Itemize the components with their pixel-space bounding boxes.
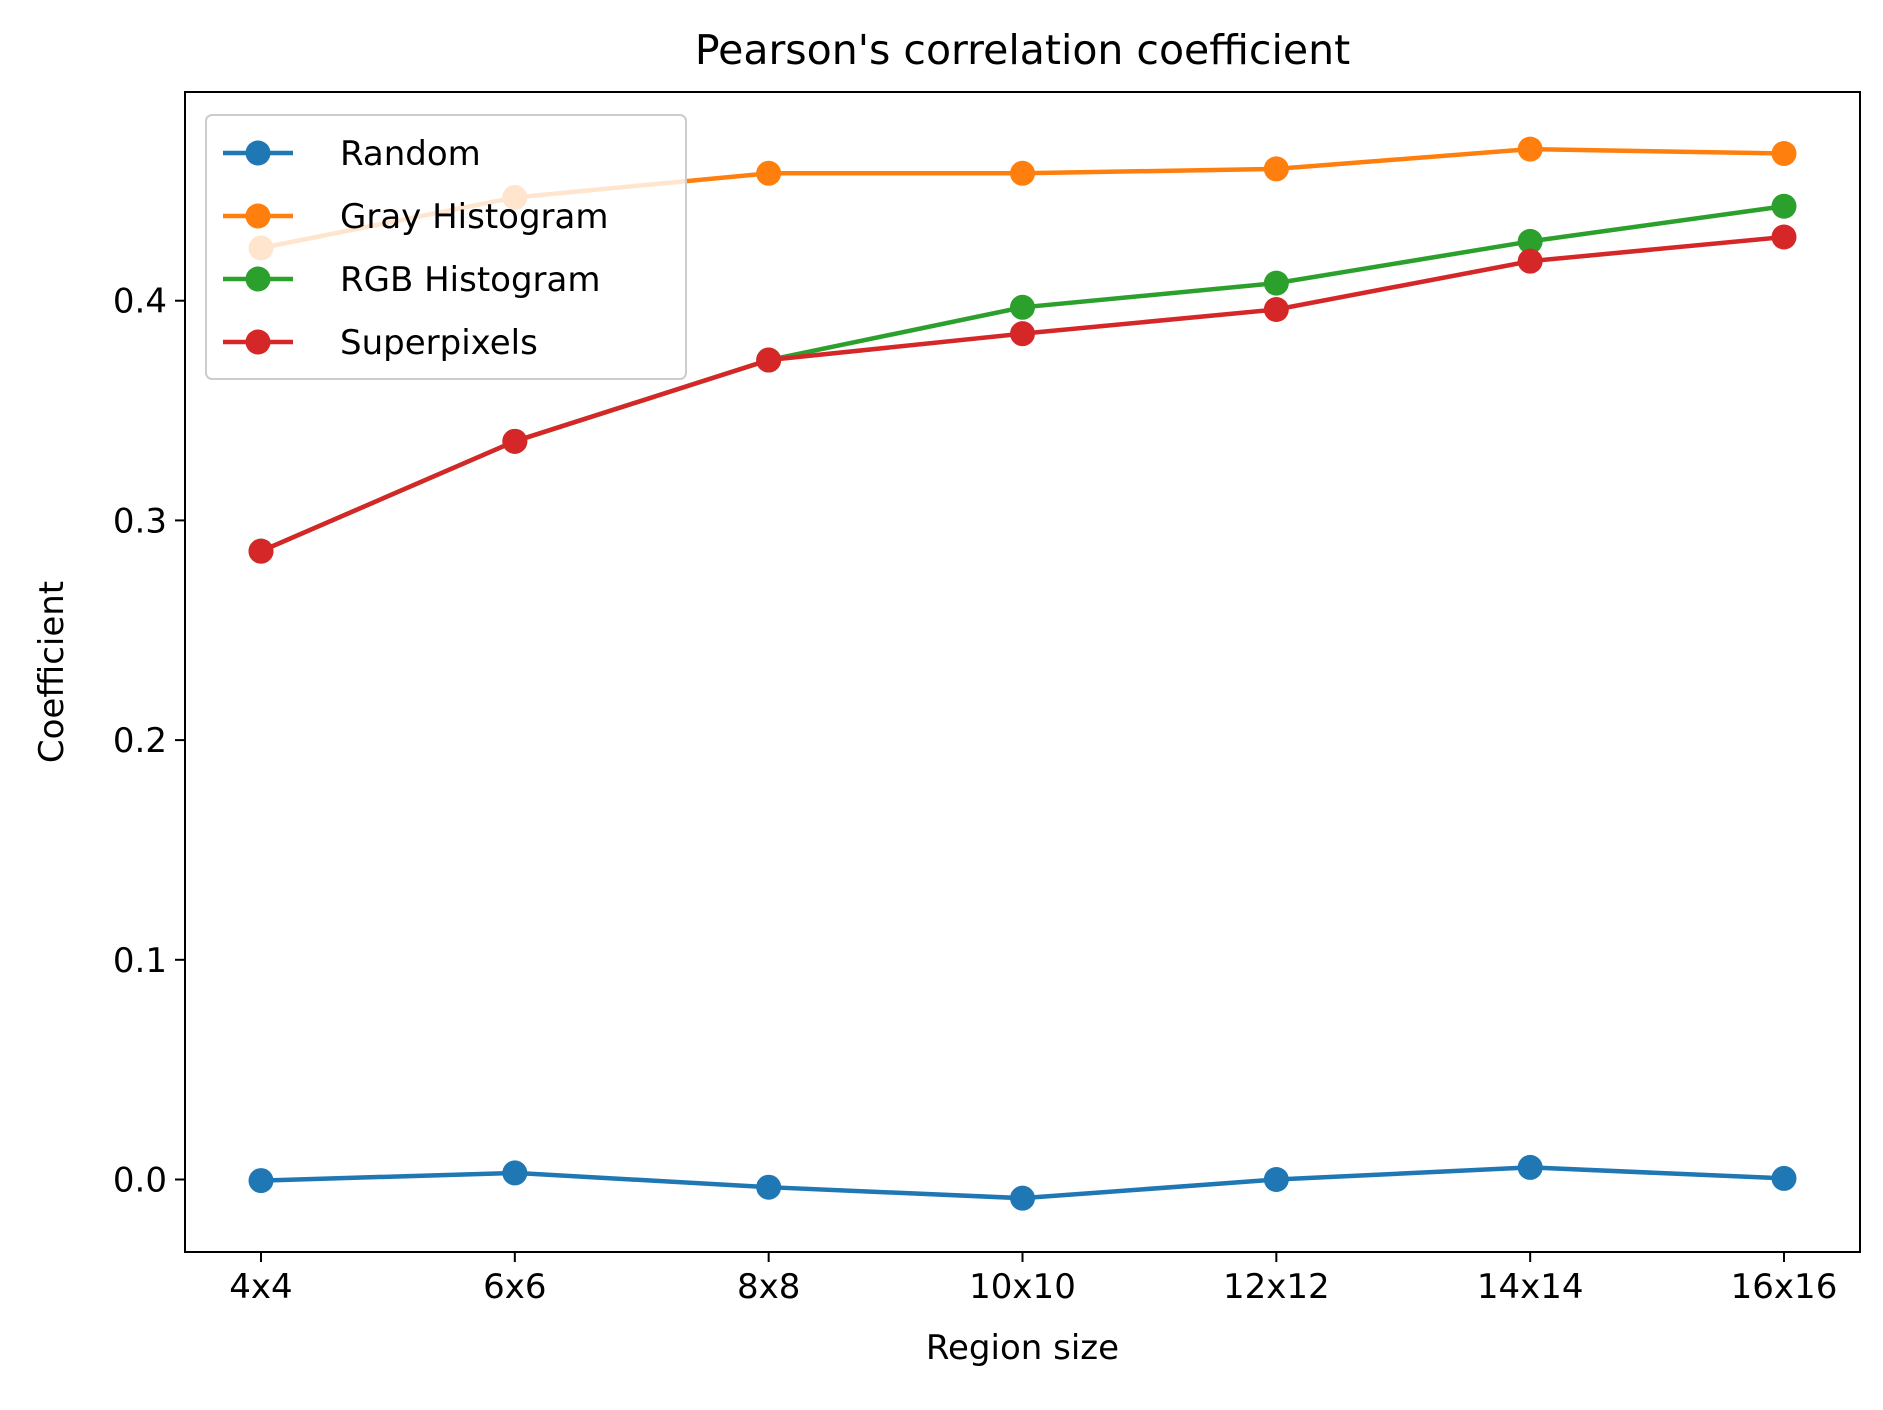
data-point <box>756 1174 782 1200</box>
data-point <box>502 1160 528 1186</box>
legend-item: Random <box>223 134 481 174</box>
data-point <box>1263 270 1289 296</box>
data-point <box>248 1168 274 1194</box>
legend-marker <box>245 329 271 355</box>
data-point <box>1517 136 1543 162</box>
y-axis-label: Coefficient <box>32 581 72 763</box>
legend-item: Superpixels <box>223 323 538 363</box>
x-tick-label: 8x8 <box>737 1267 800 1307</box>
data-point <box>756 160 782 186</box>
y-tick-label: 0.2 <box>113 721 167 761</box>
x-tick-label: 10x10 <box>969 1267 1076 1307</box>
data-point <box>1010 160 1035 186</box>
data-point <box>1010 294 1035 320</box>
y-tick-label: 0.4 <box>113 282 167 322</box>
legend-marker <box>245 266 271 292</box>
y-tick-label: 0.0 <box>113 1161 167 1201</box>
legend: Random Gray Histogram RGB Histogram Superpi… <box>205 114 687 380</box>
chart-title: Pearson's correlation coefficient <box>695 26 1350 74</box>
y-tick-label: 0.1 <box>113 941 167 981</box>
legend-box <box>205 114 687 380</box>
data-point <box>1771 193 1797 219</box>
legend-label: Superpixels <box>340 323 538 363</box>
data-point <box>248 538 274 564</box>
data-point <box>1517 248 1543 274</box>
data-point <box>1010 321 1035 347</box>
data-point <box>1771 1165 1797 1191</box>
y-tick-label: 0.3 <box>113 501 167 541</box>
series-layer <box>248 136 1797 1211</box>
legend-item: RGB Histogram <box>223 260 600 300</box>
x-tick-label: 16x16 <box>1731 1267 1838 1307</box>
legend-label: Gray Histogram <box>340 197 608 237</box>
series-random <box>248 1154 1797 1211</box>
x-tick-label: 6x6 <box>483 1267 546 1307</box>
data-point <box>1517 228 1543 254</box>
plot-frame <box>184 91 1861 1253</box>
data-point <box>502 428 528 454</box>
data-point <box>1771 224 1797 250</box>
series-superpixels <box>248 224 1797 564</box>
data-point <box>1263 297 1289 322</box>
data-point <box>1771 141 1797 167</box>
data-point <box>1010 1185 1035 1211</box>
data-point <box>1263 156 1289 182</box>
x-axis-label: Region size <box>926 1328 1119 1368</box>
legend-label: RGB Histogram <box>340 260 600 300</box>
legend-item: Gray Histogram <box>223 197 608 237</box>
data-point <box>756 347 782 373</box>
legend-marker <box>245 203 271 229</box>
legend-marker <box>245 140 271 166</box>
x-tick-label: 4x4 <box>229 1267 292 1307</box>
axis-layer: 4x4 6x6 8x8 10x10 12x12 14x14 16x16 0.0 0.1 0.2 0.… <box>113 282 1837 1307</box>
x-tick-label: 14x14 <box>1477 1267 1584 1307</box>
data-point <box>1517 1154 1543 1180</box>
data-point <box>1263 1167 1289 1192</box>
x-tick-label: 12x12 <box>1223 1267 1330 1307</box>
legend-label: Random <box>340 134 481 174</box>
